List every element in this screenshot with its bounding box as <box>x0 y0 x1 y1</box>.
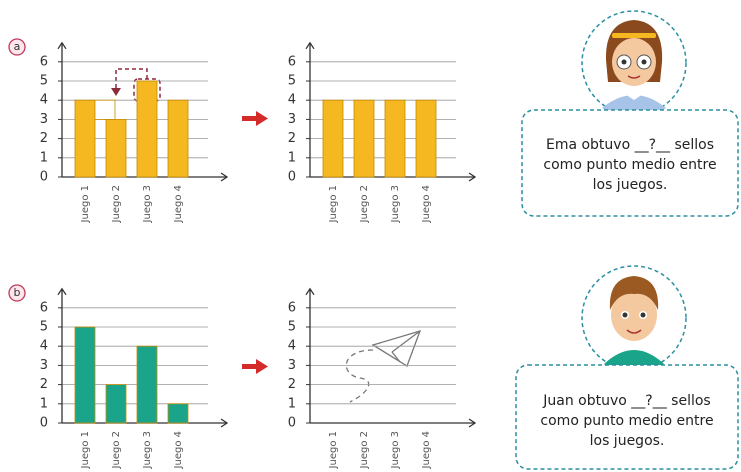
y-tick-label: 3 <box>288 358 296 373</box>
speech-text: los juegos. <box>593 177 668 193</box>
x-tick-label: Juego 4 <box>421 431 432 469</box>
axis-arrow <box>57 287 67 296</box>
y-tick-label: 3 <box>288 112 296 127</box>
x-tick-label: Juego 1 <box>328 185 339 223</box>
y-tick-label: 3 <box>40 358 48 373</box>
y-tick-label: 1 <box>288 396 296 411</box>
section-label: b <box>14 286 21 299</box>
bar <box>74 99 96 178</box>
bar <box>415 99 437 178</box>
y-tick-label: 5 <box>288 320 296 335</box>
character-juan <box>581 265 687 371</box>
section-badge <box>8 284 26 302</box>
speech-bubble <box>515 364 739 470</box>
x-tick-label: Juego 2 <box>111 431 122 469</box>
y-tick-label: 2 <box>288 131 296 146</box>
y-tick-label: 0 <box>40 416 48 431</box>
speech-text: Juan obtuvo __?__ sellos <box>542 393 710 409</box>
bar <box>353 99 375 178</box>
speech-bubble <box>521 109 739 217</box>
y-tick-label: 4 <box>40 93 48 108</box>
y-tick-label: 2 <box>288 377 296 392</box>
x-tick-label: Juego 3 <box>142 431 153 469</box>
x-tick-label: Juego 2 <box>111 185 122 223</box>
x-tick-label: Juego 2 <box>359 185 370 223</box>
speech-text: Ema obtuvo __?__ sellos <box>546 137 714 153</box>
speech-text: los juegos. <box>590 433 665 449</box>
y-tick-label: 4 <box>40 339 48 354</box>
y-tick-label: 0 <box>288 170 296 185</box>
y-tick-label: 6 <box>40 300 48 315</box>
x-tick-label: Juego 2 <box>359 431 370 469</box>
x-tick-label: Juego 4 <box>421 185 432 223</box>
bar <box>322 99 344 178</box>
x-tick-label: Juego 1 <box>80 431 91 469</box>
x-tick-label: Juego 3 <box>142 185 153 223</box>
bar <box>136 80 158 178</box>
axis-arrow <box>305 287 315 296</box>
x-tick-label: Juego 3 <box>390 185 401 223</box>
section-badge <box>8 38 26 56</box>
x-tick-label: Juego 4 <box>173 185 184 223</box>
x-tick-label: Juego 1 <box>328 431 339 469</box>
y-tick-label: 6 <box>40 54 48 69</box>
paper-plane <box>345 330 422 403</box>
y-tick-label: 1 <box>40 150 48 165</box>
bar <box>167 99 189 178</box>
y-tick-label: 0 <box>288 416 296 431</box>
axis-arrow <box>305 41 315 50</box>
y-tick-label: 1 <box>40 396 48 411</box>
y-tick-label: 4 <box>288 93 296 108</box>
character-ema <box>581 10 687 116</box>
y-tick-label: 5 <box>288 74 296 89</box>
axis-arrow <box>468 418 477 428</box>
x-tick-label: Juego 1 <box>80 185 91 223</box>
bar <box>105 384 127 424</box>
axis-arrow <box>220 172 229 182</box>
bar <box>105 119 127 178</box>
y-tick-label: 5 <box>40 320 48 335</box>
speech-text: como punto medio entre <box>543 157 716 173</box>
bar <box>384 99 406 178</box>
y-tick-label: 4 <box>288 339 296 354</box>
section-label: a <box>14 40 21 53</box>
y-tick-label: 2 <box>40 377 48 392</box>
y-tick-label: 1 <box>288 150 296 165</box>
bar <box>167 403 189 424</box>
bar <box>74 326 96 424</box>
y-tick-label: 6 <box>288 54 296 69</box>
y-tick-label: 3 <box>40 112 48 127</box>
x-tick-label: Juego 3 <box>390 431 401 469</box>
axis-arrow <box>57 41 67 50</box>
arrow <box>242 359 268 374</box>
axis-arrow <box>220 418 229 428</box>
bar <box>136 345 158 424</box>
y-tick-label: 6 <box>288 300 296 315</box>
x-tick-label: Juego 4 <box>173 431 184 469</box>
y-tick-label: 2 <box>40 131 48 146</box>
speech-text: como punto medio entre <box>540 413 713 429</box>
axis-arrow <box>468 172 477 182</box>
move-annotation <box>111 68 161 102</box>
y-tick-label: 5 <box>40 74 48 89</box>
empty-slot <box>94 99 116 120</box>
y-tick-label: 0 <box>40 170 48 185</box>
arrow <box>242 111 268 126</box>
